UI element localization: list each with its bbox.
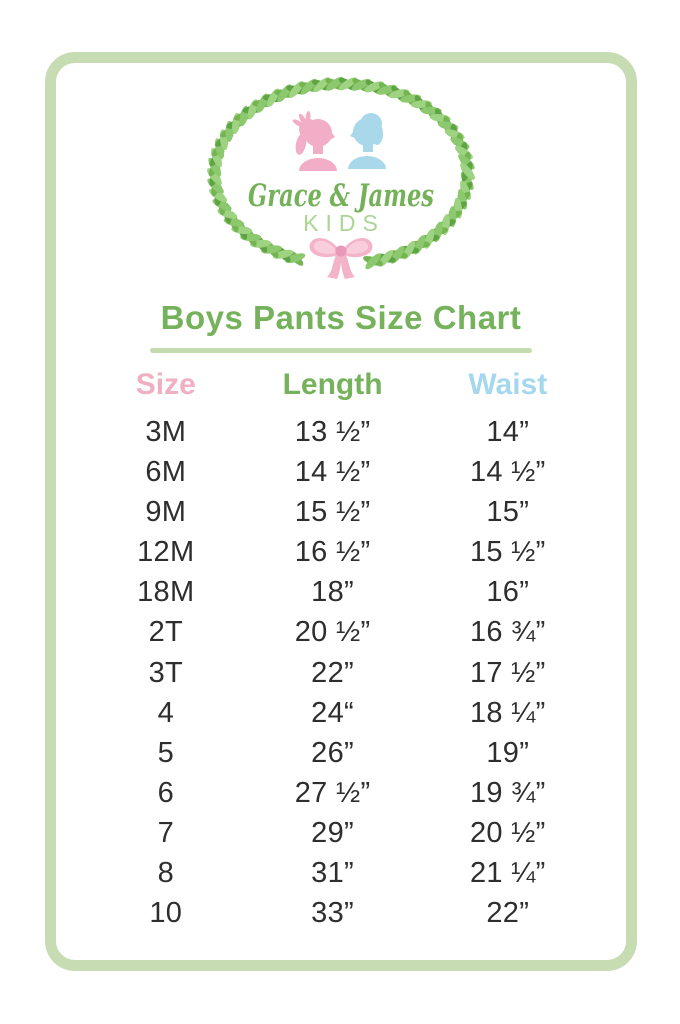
page-title: Boys Pants Size Chart xyxy=(160,299,522,336)
card-frame: Grace & James KIDS Boys Pants Size Chart… xyxy=(45,52,637,971)
girl-silhouette-icon xyxy=(292,111,337,171)
size-cell: 3T xyxy=(148,656,184,689)
table-row: 6 27 ½” 19 ¾” xyxy=(101,773,581,813)
waist-cell: 16” xyxy=(486,576,530,609)
size-cell: 6M xyxy=(145,456,187,489)
table-row: 7 29” 20 ½” xyxy=(101,813,581,853)
length-cell: 14 ½” xyxy=(294,456,371,489)
length-cell: 15 ½” xyxy=(294,496,371,529)
length-cell: 31” xyxy=(311,857,354,890)
length-cell: 24“ xyxy=(311,696,354,729)
wreath-icon xyxy=(207,76,475,270)
waist-cell: 19” xyxy=(486,736,530,769)
table-row: 12M 16 ½” 15 ½” xyxy=(101,532,581,572)
waist-cell: 19 ¾” xyxy=(469,776,546,809)
size-cell: 9M xyxy=(145,496,187,529)
table-row: 10 33” 22” xyxy=(101,893,581,933)
size-cell: 7 xyxy=(157,816,175,849)
table-row: 4 24“ 18 ¼” xyxy=(101,693,581,733)
column-header-waist: Waist xyxy=(468,368,548,401)
size-cell: 4 xyxy=(157,696,175,729)
table-row: 3T 22” 17 ½” xyxy=(101,653,581,693)
table-row: 3M 13 ½” 14” xyxy=(101,412,581,452)
column-header-length: Length xyxy=(282,368,383,401)
table-row: 6M 14 ½” 14 ½” xyxy=(101,452,581,492)
brand-logo: Grace & James KIDS xyxy=(207,76,475,279)
length-cell: 16 ½” xyxy=(294,536,371,569)
table-row: 9M 15 ½” 15” xyxy=(101,492,581,532)
waist-cell: 16 ¾” xyxy=(469,616,546,649)
length-cell: 20 ½” xyxy=(294,616,371,649)
table-row: 5 26” 19” xyxy=(101,733,581,773)
table-body: 3M 13 ½” 14” 6M 14 ½” 14 ½” 9M 15 ½” 15” 12M 16 ½”… xyxy=(101,412,581,933)
length-cell: 29” xyxy=(311,816,354,849)
waist-cell: 20 ½” xyxy=(469,816,546,849)
size-cell: 10 xyxy=(149,897,183,930)
size-cell: 18M xyxy=(137,576,195,609)
size-cell: 6 xyxy=(157,776,175,809)
waist-cell: 15” xyxy=(486,496,530,529)
length-cell: 18” xyxy=(311,576,354,609)
length-cell: 22” xyxy=(311,656,354,689)
table-row: 8 31” 21 ¼” xyxy=(101,853,581,893)
waist-cell: 17 ½” xyxy=(469,656,546,689)
table-header-row: Size Length Waist xyxy=(101,369,581,401)
size-chart-table: Size Length Waist 3M 13 ½” 14” 6M 14 ½” 14 ½” 9M… xyxy=(101,369,581,933)
wreath-leaves xyxy=(207,76,475,270)
length-cell: 13 ½” xyxy=(294,416,371,448)
waist-cell: 22” xyxy=(486,897,530,930)
waist-cell: 18 ¼” xyxy=(469,696,546,729)
waist-cell: 14” xyxy=(486,416,530,448)
length-cell: 33” xyxy=(311,897,354,930)
table-row: 18M 18” 16” xyxy=(101,572,581,612)
boy-silhouette-icon xyxy=(348,113,386,169)
size-cell: 2T xyxy=(148,616,184,649)
size-cell: 5 xyxy=(157,736,175,769)
table-row: 2T 20 ½” 16 ¾” xyxy=(101,612,581,652)
title-divider xyxy=(150,348,532,353)
waist-cell: 21 ¼” xyxy=(469,857,546,890)
waist-cell: 15 ½” xyxy=(469,536,546,569)
size-cell: 3M xyxy=(145,416,187,448)
size-cell: 8 xyxy=(157,857,175,890)
brand-sub-text: KIDS xyxy=(303,210,385,236)
waist-cell: 14 ½” xyxy=(469,456,546,489)
brand-script-text: Grace & James xyxy=(248,178,434,214)
length-cell: 26” xyxy=(311,736,354,769)
column-header-size: Size xyxy=(135,368,196,401)
length-cell: 27 ½” xyxy=(294,776,371,809)
size-cell: 12M xyxy=(137,536,195,569)
bow-icon xyxy=(309,238,373,279)
